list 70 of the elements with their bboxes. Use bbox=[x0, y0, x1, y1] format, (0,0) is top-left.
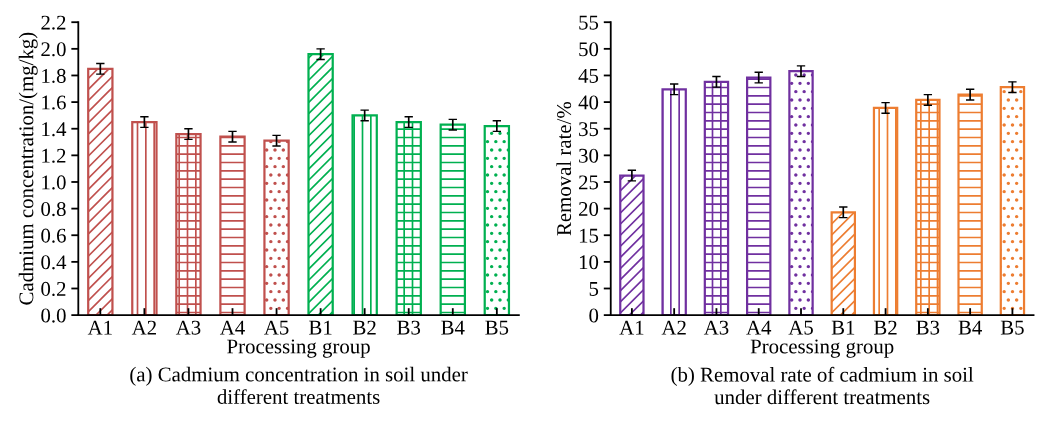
y-axis-title: Cadmium concentration/(mg/kg) bbox=[18, 32, 38, 305]
x-tick-label: A2 bbox=[661, 320, 686, 335]
bar bbox=[219, 135, 246, 316]
y-tick-label: 0.8 bbox=[41, 201, 66, 217]
x-tick-label: B2 bbox=[874, 320, 897, 335]
bar bbox=[263, 139, 290, 316]
x-tick-label: B4 bbox=[958, 320, 982, 335]
bar bbox=[131, 120, 158, 316]
x-tick-label: A1 bbox=[87, 320, 112, 335]
y-tick-label: 45 bbox=[578, 68, 599, 83]
y-tick-label: 1.6 bbox=[42, 95, 66, 110]
bar bbox=[483, 124, 511, 316]
y-tick-label: 15 bbox=[579, 228, 599, 243]
x-tick-label: A4 bbox=[219, 320, 245, 335]
text: (b) Removal rate of cadmium in soil under different treatments bbox=[671, 366, 974, 405]
y-tick-label: 1.8 bbox=[42, 68, 66, 83]
x-tick-label: A5 bbox=[264, 320, 289, 335]
y-tick-label: 0.2 bbox=[41, 281, 66, 297]
y-tick-label: 50 bbox=[579, 42, 599, 57]
x-tick-label: B1 bbox=[309, 320, 332, 335]
y-tick-label: 2.2 bbox=[41, 15, 66, 30]
y-tick-label: 2.0 bbox=[41, 42, 66, 57]
x-tick-label: B1 bbox=[831, 320, 855, 335]
y-tick-label: 0.6 bbox=[41, 228, 66, 243]
text: (a) Cadmium concentration in soil under different treatments bbox=[130, 366, 468, 405]
bar bbox=[307, 53, 334, 316]
x-tick-label: B5 bbox=[485, 320, 509, 335]
x-axis-title: Processing group bbox=[750, 339, 894, 358]
bar bbox=[788, 70, 814, 316]
y-tick-label: 40 bbox=[578, 95, 599, 110]
x-tick-label: A1 bbox=[619, 320, 644, 335]
bar bbox=[830, 211, 857, 316]
y-tick-label: 25 bbox=[579, 175, 599, 190]
y-tick-label: 0.4 bbox=[41, 255, 67, 270]
y-tick-label: 0.0 bbox=[41, 308, 66, 323]
bar bbox=[351, 114, 378, 316]
y-tick-label: 10 bbox=[579, 255, 599, 270]
bar bbox=[175, 132, 202, 316]
bar bbox=[439, 123, 467, 316]
x-tick-label: B5 bbox=[1000, 320, 1024, 335]
y-tick-label: 35 bbox=[579, 122, 599, 137]
y-axis-title: Removal rate/% bbox=[556, 101, 572, 236]
y-tick-label: 1.0 bbox=[42, 175, 66, 190]
x-tick-label: A2 bbox=[131, 320, 156, 335]
y-tick-label: 1.4 bbox=[42, 122, 67, 137]
y-tick-label: 5 bbox=[589, 282, 599, 296]
x-tick-label: B2 bbox=[353, 320, 376, 335]
x-tick-label: B3 bbox=[916, 320, 940, 335]
x-tick-label: A5 bbox=[788, 320, 813, 335]
x-axis-title: Processing group bbox=[227, 339, 370, 358]
bar bbox=[395, 120, 422, 316]
bar bbox=[957, 93, 983, 316]
x-tick-label: A4 bbox=[746, 320, 772, 335]
bar bbox=[661, 88, 687, 316]
bar bbox=[87, 67, 114, 316]
x-tick-label: A3 bbox=[703, 320, 729, 335]
bar bbox=[703, 80, 730, 316]
y-tick-label: 30 bbox=[579, 148, 599, 163]
y-tick-label: 0 bbox=[589, 308, 599, 323]
y-tick-label: 55 bbox=[579, 15, 599, 30]
bar bbox=[619, 174, 645, 316]
y-tick-label: 20 bbox=[579, 201, 599, 217]
bar bbox=[745, 76, 772, 316]
x-tick-label: B3 bbox=[397, 320, 421, 335]
y-tick-label: 1.2 bbox=[42, 148, 66, 163]
x-tick-label: A3 bbox=[175, 320, 201, 335]
bar bbox=[915, 98, 941, 316]
bar bbox=[999, 86, 1026, 316]
x-tick-label: B4 bbox=[441, 320, 465, 335]
bar bbox=[872, 106, 899, 316]
